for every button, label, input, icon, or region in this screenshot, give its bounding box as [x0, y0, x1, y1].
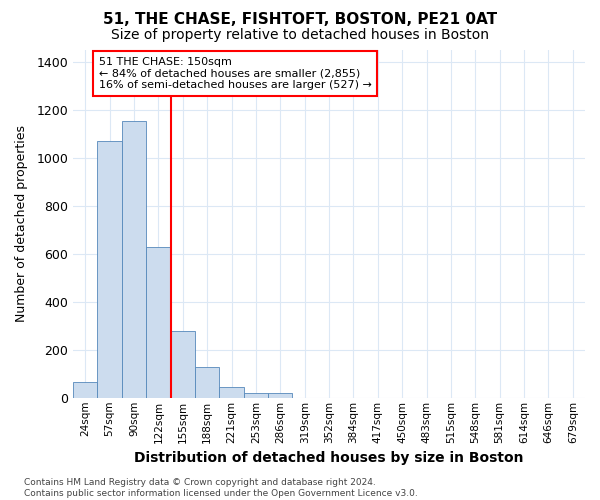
Bar	[195, 366, 220, 398]
Y-axis label: Number of detached properties: Number of detached properties	[15, 126, 28, 322]
Bar	[73, 382, 97, 398]
Text: 51, THE CHASE, FISHTOFT, BOSTON, PE21 0AT: 51, THE CHASE, FISHTOFT, BOSTON, PE21 0A…	[103, 12, 497, 28]
Bar	[268, 393, 292, 398]
Bar	[122, 121, 146, 398]
Bar	[146, 246, 170, 398]
Text: Size of property relative to detached houses in Boston: Size of property relative to detached ho…	[111, 28, 489, 42]
Text: Contains HM Land Registry data © Crown copyright and database right 2024.
Contai: Contains HM Land Registry data © Crown c…	[24, 478, 418, 498]
Text: 51 THE CHASE: 150sqm
← 84% of detached houses are smaller (2,855)
16% of semi-de: 51 THE CHASE: 150sqm ← 84% of detached h…	[98, 57, 371, 90]
Bar	[170, 330, 195, 398]
Bar	[244, 393, 268, 398]
Bar	[97, 141, 122, 398]
X-axis label: Distribution of detached houses by size in Boston: Distribution of detached houses by size …	[134, 451, 524, 465]
Bar	[220, 387, 244, 398]
